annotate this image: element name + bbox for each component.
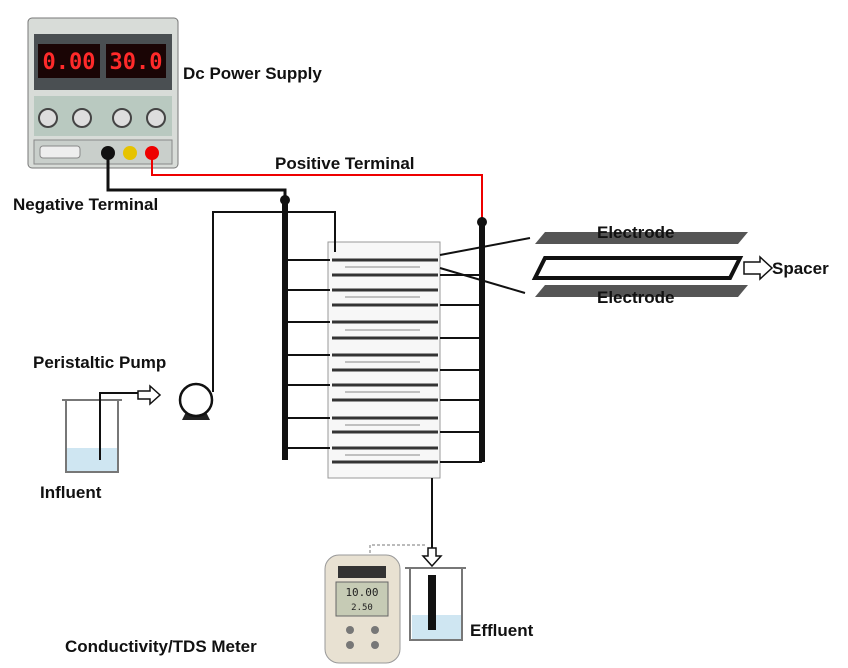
spacer-arrow [743,255,774,281]
effluent-label: Effluent [470,621,534,640]
meter-reading: 2.50 [351,603,373,613]
pump [178,382,214,420]
current-display: 30.0 [110,50,163,75]
positive-label: Positive Terminal [275,154,415,173]
outlet-arrow [421,547,443,568]
electrode-top [535,232,748,244]
positive-wire [151,158,483,222]
power-supply: 0.00 30.0 [27,17,179,169]
electrode-bottom [535,285,748,297]
inlet-tube [212,211,336,392]
influent-label: Influent [40,483,102,502]
electrode-bottom-label: Electrode [597,288,674,307]
meter: 10.00 2.50 [324,554,401,664]
inlet-arrow [137,384,162,406]
voltage-display: 0.00 [43,50,96,75]
power-supply-label: Dc Power Supply [183,64,322,83]
spacer [531,256,744,280]
meter-reading: 10.00 [345,586,378,599]
negative-label: Negative Terminal [13,195,158,214]
detail-lines [439,237,531,294]
electrode-top-label: Electrode [597,223,674,242]
effluent-beaker [405,567,466,641]
cdi-stack [280,195,487,479]
spacer-label: Spacer [772,259,829,278]
pump-label: Peristaltic Pump [33,353,166,372]
meter-label: Conductivity/TDS Meter [65,637,257,656]
influent-beaker [62,392,138,473]
probe-cable [369,544,425,553]
